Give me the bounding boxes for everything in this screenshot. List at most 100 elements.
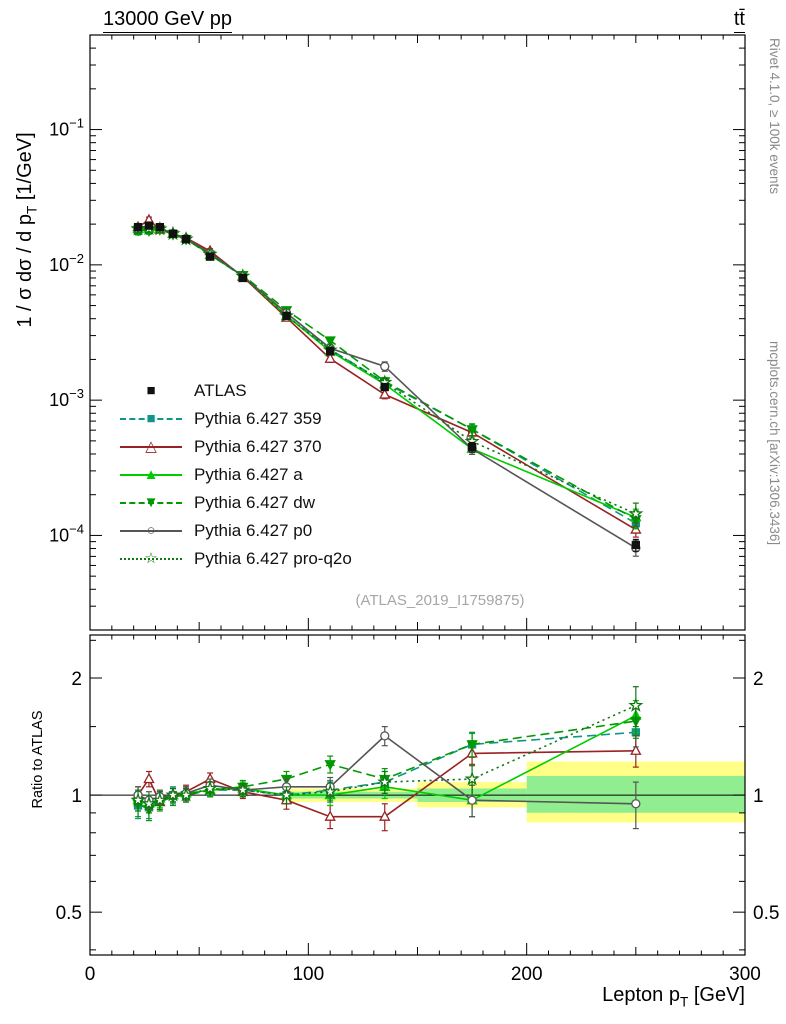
legend-line-sample (120, 418, 182, 420)
legend-label: ATLAS (194, 381, 247, 400)
ratio-marker-pythia-6-427-370 (324, 810, 336, 821)
legend-line-sample (120, 502, 182, 504)
legend-entry: ■ ATLAS (120, 377, 352, 405)
atlas-marker (155, 222, 165, 232)
atlas-marker (205, 252, 215, 261)
ratio-marker-pythia-6-427-dw (466, 740, 478, 751)
x-axis-title: Lepton pT [GeV] (602, 984, 745, 1009)
main-marker-pythia-6-427-370 (324, 352, 336, 363)
ratio-marker-pythia-6-427-pro-q2o (202, 780, 218, 795)
atlas-marker (326, 347, 335, 356)
legend-sample: ☆ (120, 551, 182, 567)
main-marker-pythia-6-427-dw (324, 336, 336, 347)
main-y-tick-label: 10−1 (49, 116, 84, 140)
ratio-marker-pythia-6-427-p0 (631, 799, 641, 809)
atlas-marker (467, 442, 477, 452)
main-panel-frame (89, 34, 746, 631)
main-line-pythia-6-427-pro-q2o (137, 227, 637, 515)
legend-marker-square-icon: ■ (146, 410, 156, 427)
x-tick-label: 0 (85, 964, 96, 985)
main-y-tick-label: 10−2 (49, 251, 84, 275)
legend-marker-triangle-up-icon: △ (145, 438, 157, 455)
ratio-y-tick-label-right: 0.5 (753, 903, 779, 924)
x-axis-title-sub: T (679, 994, 689, 1010)
ratio-marker-pythia-6-427-370 (143, 772, 155, 784)
ratio-y-tick-label-left: 1 (71, 786, 82, 807)
ratio-y-tick-label-right: 1 (753, 786, 764, 807)
ratio-marker-pythia-6-427-370 (379, 810, 391, 821)
ratio-line-pythia-6-427-dw (137, 720, 636, 811)
legend-entry: △ Pythia 6.427 370 (120, 433, 352, 461)
legend-entry: ○ Pythia 6.427 p0 (120, 517, 352, 545)
main-y-axis-title-sub: T (24, 205, 40, 215)
legend-entry: ■ Pythia 6.427 359 (120, 405, 352, 433)
legend-label: Pythia 6.427 pro-q2o (194, 549, 352, 568)
legend-entry: ▲ Pythia 6.427 a (120, 461, 352, 489)
legend-line-sample (120, 474, 182, 476)
atlas-marker (133, 222, 143, 232)
main-y-axis-title-units: [1/GeV] (14, 132, 36, 206)
legend-line-sample (120, 558, 182, 560)
legend-label: Pythia 6.427 p0 (194, 521, 313, 540)
legend-label: Pythia 6.427 dw (194, 493, 315, 512)
legend-sample: ▲ (120, 467, 182, 483)
legend-line-sample (120, 530, 182, 532)
ratio-marker-pythia-6-427-dw (324, 760, 336, 771)
atlas-marker (181, 234, 191, 244)
main-y-tick-label: 10−4 (49, 521, 84, 545)
legend: ■ ATLAS ■ Pythia 6.427 359 △ Pythia 6.427 370… (120, 377, 352, 573)
main-marker-pythia-6-427-pro-q2o (628, 505, 644, 521)
ratio-marker-pythia-6-427-pro-q2o (322, 783, 338, 799)
main-y-axis-title-text: 1 / σ dσ / d p (14, 214, 36, 328)
atlas-marker (380, 382, 389, 392)
legend-sample: ▼ (120, 495, 182, 511)
title-process: tt̄ (733, 8, 745, 33)
ratio-y-axis-title: Ratio to ATLAS (30, 710, 46, 809)
main-marker-pythia-6-427-p0 (380, 361, 390, 372)
legend-label: Pythia 6.427 370 (194, 437, 322, 456)
ratio-marker-pythia-6-427-pro-q2o (130, 792, 146, 807)
mcplots-arxiv-label: mcplots.cern.ch [arXiv:1306.3436] (767, 341, 782, 546)
atlas-marker (238, 273, 247, 283)
atlas-marker (631, 540, 640, 550)
rivet-version-label: Rivet 4.1.0, ≥ 100k events (767, 38, 782, 194)
legend-sample: △ (120, 439, 182, 455)
legend-entry: ▼ Pythia 6.427 dw (120, 489, 352, 517)
legend-sample: ■ (120, 411, 182, 427)
ratio-marker-pythia-6-427-pro-q2o (278, 787, 295, 802)
legend-marker-star-icon: ☆ (144, 550, 158, 567)
ratio-marker-pythia-6-427-pro-q2o (235, 782, 251, 797)
title-beam-energy: 13000 GeV pp (103, 8, 232, 33)
ratio-y-tick-label-left: 0.5 (56, 903, 82, 924)
ratio-y-tick-label-right: 2 (753, 669, 764, 690)
legend-marker-triangle-up-icon: ▲ (143, 466, 159, 483)
legend-label: Pythia 6.427 359 (194, 409, 322, 428)
ratio-marker-pythia-6-427-370 (630, 744, 642, 755)
x-tick-label: 100 (292, 964, 324, 985)
legend-sample: ○ (120, 523, 182, 539)
atlas-marker (144, 221, 154, 230)
legend-marker-square-icon: ■ (146, 382, 156, 399)
legend-sample: ■ (120, 383, 182, 399)
main-y-axis-title: 1 / σ dσ / d pT [1/GeV] (14, 40, 39, 420)
ratio-marker-pythia-6-427-pro-q2o (165, 787, 181, 802)
legend-label: Pythia 6.427 a (194, 465, 303, 484)
legend-line-sample (120, 446, 182, 448)
main-marker-pythia-6-427-370 (379, 388, 391, 399)
atlas-marker (282, 311, 291, 320)
main-marker-pythia-6-427-dw (466, 425, 478, 436)
ratio-y-tick-label-left: 2 (71, 669, 82, 690)
atlas-marker (168, 229, 178, 238)
main-y-tick-label: 10−3 (49, 386, 84, 410)
ratio-marker-pythia-6-427-pro-q2o (152, 792, 168, 807)
x-tick-label: 300 (729, 964, 761, 985)
ratio-marker-pythia-6-427-pro-q2o (628, 697, 644, 712)
ratio-panel-frame (89, 634, 746, 956)
x-tick-label: 200 (511, 964, 543, 985)
ratio-marker-pythia-6-427-pro-q2o (178, 787, 194, 802)
ratio-marker-pythia-6-427-pro-q2o (377, 774, 393, 789)
legend-marker-circle-icon: ○ (146, 522, 156, 539)
x-axis-title-text: Lepton p (602, 984, 680, 1006)
x-axis-title-units: [GeV] (688, 984, 745, 1006)
